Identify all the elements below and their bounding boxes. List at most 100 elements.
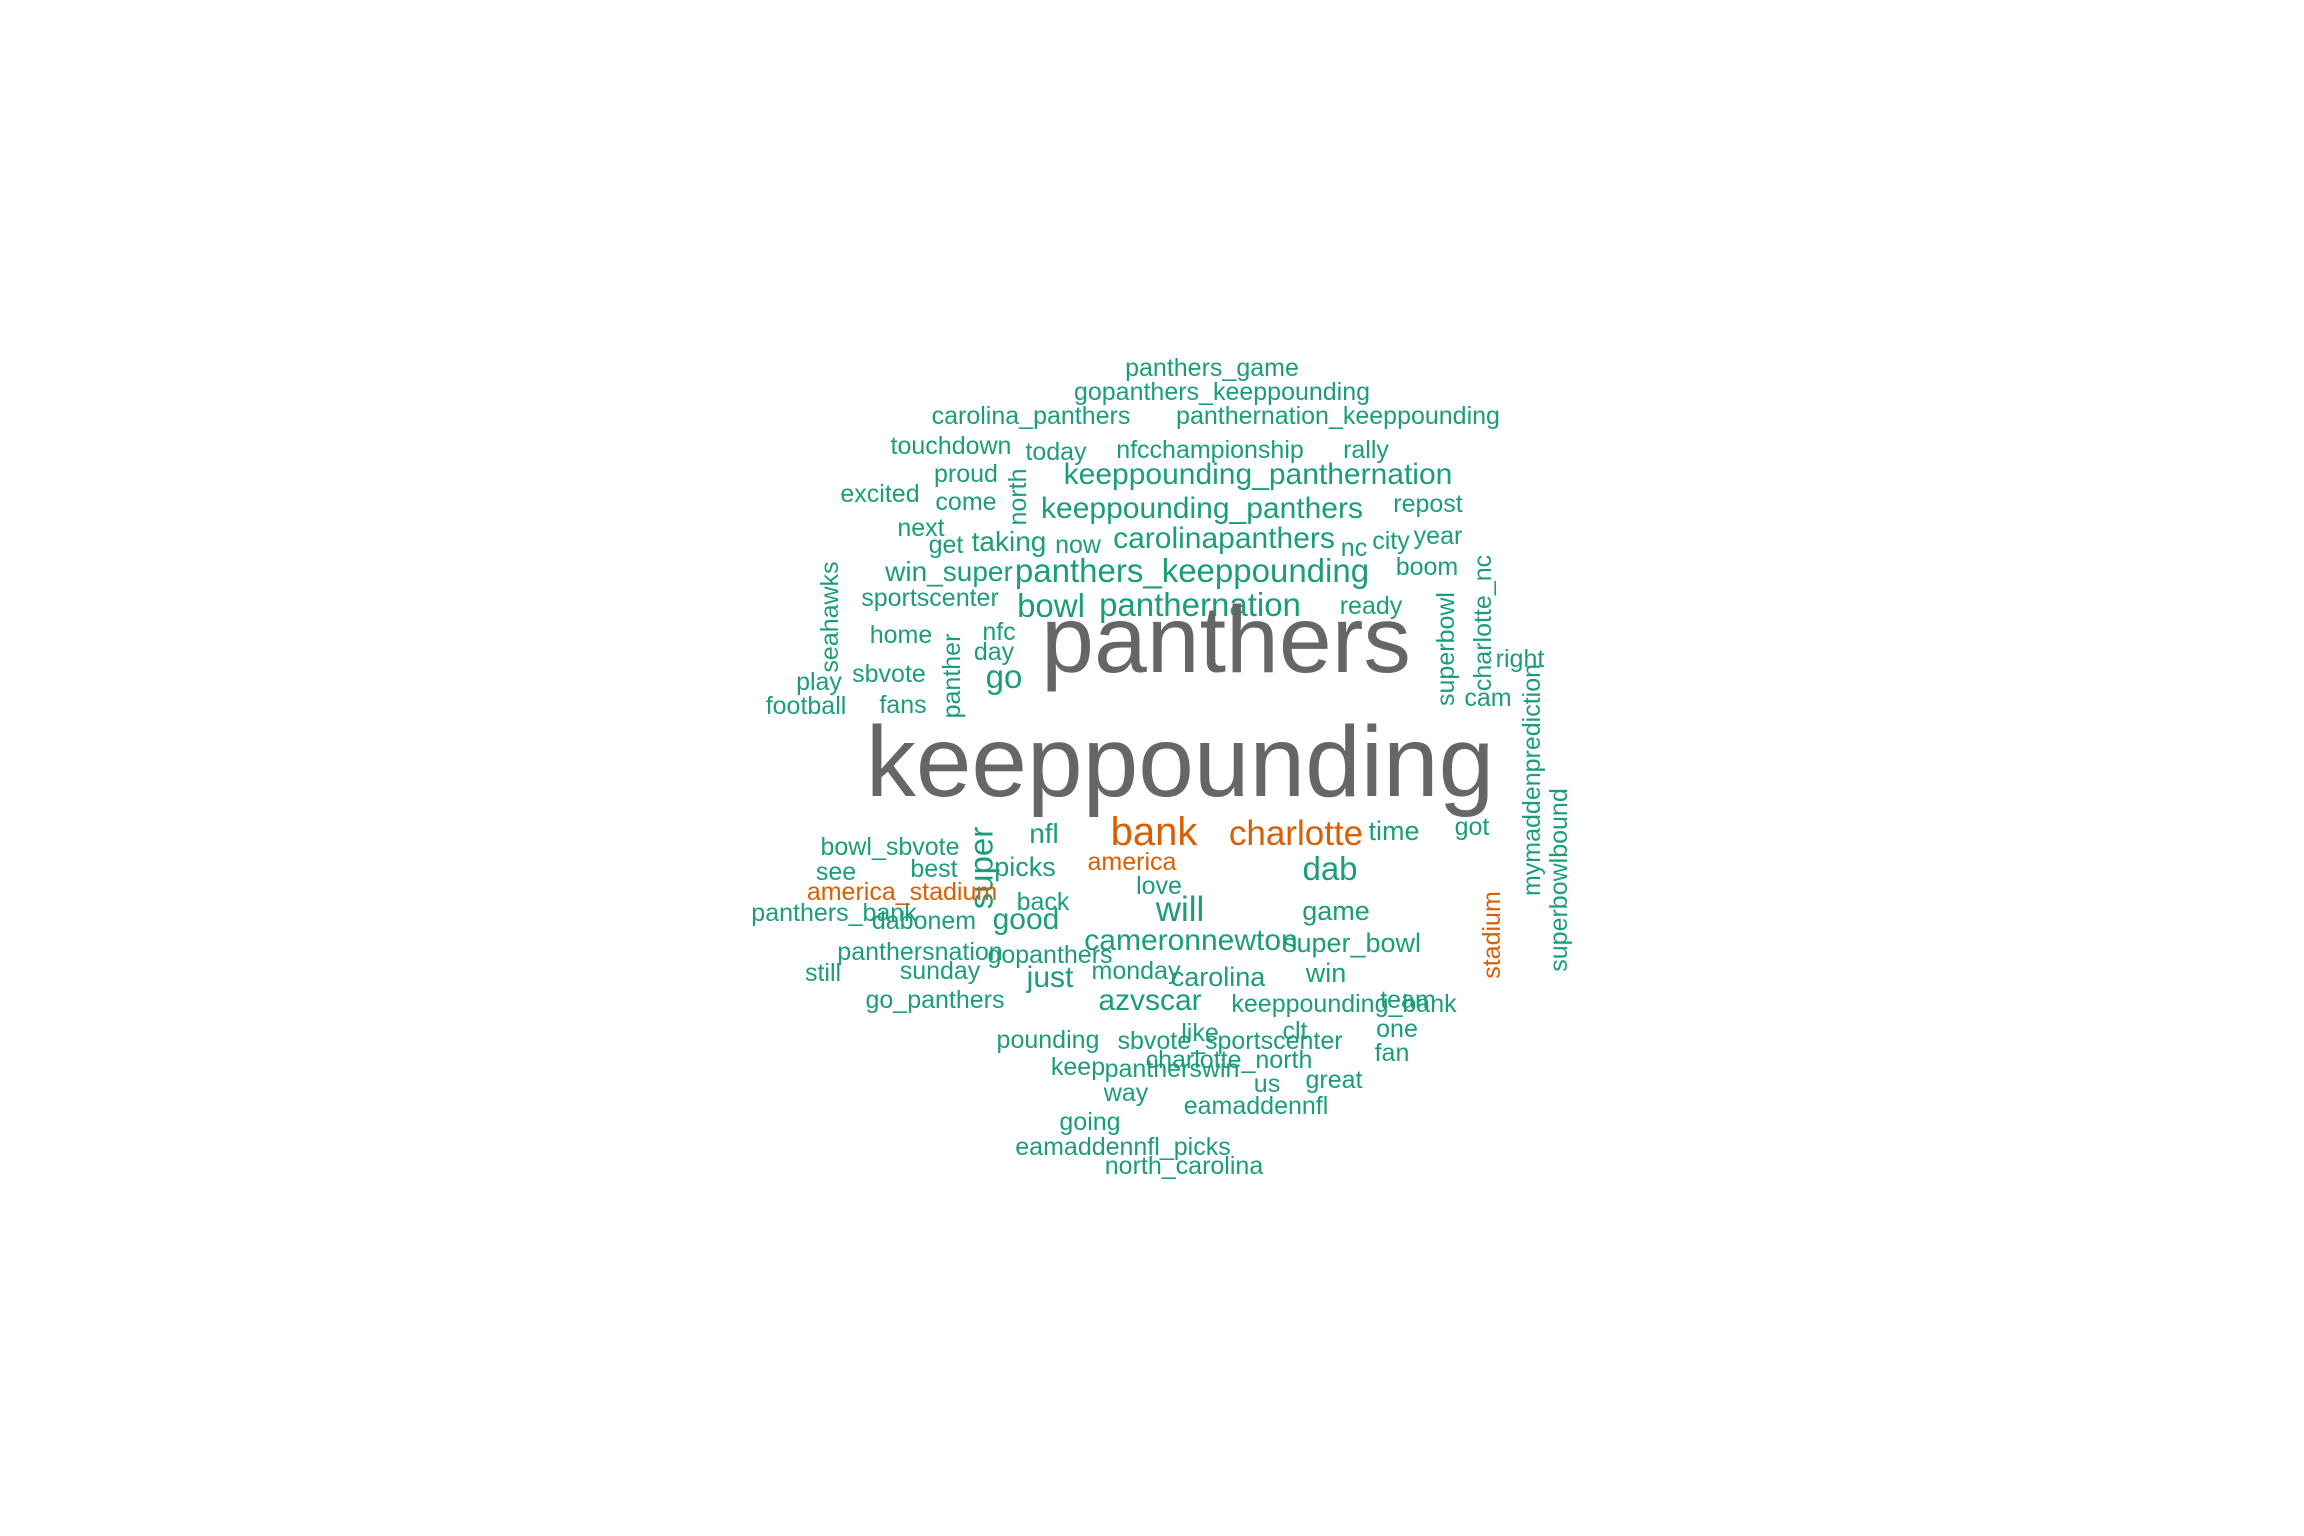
word-seahawks: seahawks bbox=[816, 561, 844, 672]
word-north-carolina: north_carolina bbox=[1105, 1152, 1264, 1180]
word-dab: dab bbox=[1302, 850, 1357, 887]
word-north: north bbox=[1004, 469, 1032, 526]
word-come: come bbox=[935, 488, 996, 516]
word-carolina: carolina bbox=[1171, 962, 1267, 992]
word-win-super: win_super bbox=[884, 556, 1013, 587]
word-going: going bbox=[1059, 1108, 1120, 1136]
word-like: like bbox=[1181, 1019, 1219, 1047]
word-eamaddennfl: eamaddennfl bbox=[1184, 1092, 1329, 1120]
word-charlotte-north: charlotte_north bbox=[1146, 1046, 1313, 1074]
word-panthers-keeppounding: panthers_keeppounding bbox=[1015, 552, 1369, 589]
word-game: game bbox=[1302, 896, 1370, 926]
word-carolina-panthers: carolina_panthers bbox=[932, 402, 1131, 430]
word-pantherswin: pantherswin bbox=[1105, 1055, 1240, 1083]
word-day: day bbox=[974, 638, 1015, 666]
word-azvscar: azvscar bbox=[1098, 984, 1201, 1017]
word-will: will bbox=[1155, 890, 1205, 929]
word-keeppounding-panthernation: keeppounding_panthernation bbox=[1064, 458, 1453, 491]
word-bowl: bowl bbox=[1017, 587, 1085, 624]
word-eamaddennfl-picks: eamaddennfl_picks bbox=[1015, 1133, 1230, 1161]
word-stadium: stadium bbox=[1478, 891, 1506, 979]
word-gopanthers: gopanthers bbox=[987, 941, 1112, 969]
word-superbowl: superbowl bbox=[1432, 592, 1460, 706]
word-nfc: nfc bbox=[982, 618, 1015, 646]
word-super-bowl: super_bowl bbox=[1283, 928, 1421, 958]
word-see: see bbox=[816, 858, 856, 886]
word-one: one bbox=[1376, 1015, 1418, 1043]
word-taking: taking bbox=[972, 526, 1047, 557]
word-get: get bbox=[929, 531, 964, 559]
word-fans: fans bbox=[879, 691, 926, 719]
word-panthers-bank: panthers_bank bbox=[751, 899, 917, 927]
word-today: today bbox=[1025, 438, 1087, 466]
word-best: best bbox=[910, 855, 957, 883]
word-time: time bbox=[1368, 816, 1419, 846]
word-monday: monday bbox=[1092, 957, 1181, 985]
word-proud: proud bbox=[934, 460, 998, 488]
word-america-stadium: america_stadium bbox=[807, 878, 997, 906]
word-bowl-sbvote: bowl_sbvote bbox=[821, 833, 960, 861]
word-panther: panther bbox=[938, 634, 966, 719]
word-next: next bbox=[897, 514, 944, 542]
word-panthernation: panthernation bbox=[1099, 586, 1301, 623]
word-team: team bbox=[1380, 986, 1436, 1014]
word-go-panthers: go_panthers bbox=[865, 986, 1004, 1014]
word-keeppounding-panthers: keeppounding_panthers bbox=[1041, 492, 1363, 525]
word-touchdown: touchdown bbox=[891, 432, 1012, 460]
word-nc: nc bbox=[1341, 534, 1367, 562]
word-mymaddenprediction: mymaddenprediction bbox=[1518, 664, 1546, 896]
word-football: football bbox=[766, 692, 847, 720]
word-now: now bbox=[1055, 531, 1102, 559]
word-sunday: sunday bbox=[900, 957, 981, 985]
word-go: go bbox=[986, 658, 1023, 695]
word-got: got bbox=[1455, 813, 1490, 841]
word-boom: boom bbox=[1396, 553, 1459, 581]
word-rally: rally bbox=[1343, 436, 1389, 464]
word-superbowlbound: superbowlbound bbox=[1545, 788, 1573, 971]
word-panthers-game: panthers_game bbox=[1125, 354, 1299, 382]
word-fan: fan bbox=[1375, 1039, 1410, 1067]
word-dabonem: dabonem bbox=[872, 907, 976, 935]
word-keeppounding-bank: keeppounding_bank bbox=[1231, 990, 1457, 1018]
word-keep: keep bbox=[1051, 1053, 1105, 1081]
word-play: play bbox=[796, 668, 842, 696]
word-gopanthers-keeppounding: gopanthers_keeppounding bbox=[1074, 378, 1370, 406]
word-back: back bbox=[1017, 888, 1070, 916]
word-panthers: panthers bbox=[1041, 587, 1411, 693]
word-picks: picks bbox=[994, 852, 1056, 882]
word-charlotte: charlotte bbox=[1229, 814, 1363, 853]
word-bank: bank bbox=[1111, 810, 1199, 854]
word-cameronnewton: cameronnewton bbox=[1084, 924, 1297, 957]
word-panthernation-keeppounding: panthernation_keeppounding bbox=[1176, 402, 1500, 430]
word-city: city bbox=[1372, 527, 1410, 555]
word-good: good bbox=[993, 903, 1060, 936]
word-repost: repost bbox=[1393, 490, 1463, 518]
word-us: us bbox=[1254, 1070, 1280, 1098]
word-home: home bbox=[870, 621, 933, 649]
word-nfl: nfl bbox=[1029, 818, 1059, 849]
word-sportscenter: sportscenter bbox=[861, 584, 999, 612]
word-nfcchampionship: nfcchampionship bbox=[1116, 436, 1304, 464]
word-sbvote: sbvote bbox=[852, 660, 926, 688]
word-cam: cam bbox=[1464, 684, 1511, 712]
word-great: great bbox=[1306, 1066, 1363, 1094]
word-right: right bbox=[1496, 645, 1545, 673]
word-charlotte-nc: charlotte_nc bbox=[1469, 555, 1497, 691]
word-ready: ready bbox=[1340, 592, 1403, 620]
word-still: still bbox=[805, 959, 841, 987]
word-love: love bbox=[1136, 872, 1182, 900]
word-excited: excited bbox=[840, 480, 919, 508]
word-pounding: pounding bbox=[997, 1026, 1100, 1054]
word-keeppounding: keeppounding bbox=[866, 706, 1494, 818]
word-carolinapanthers: carolinapanthers bbox=[1113, 522, 1335, 555]
word-panthersnation: panthersnation bbox=[837, 938, 1002, 966]
word-win: win bbox=[1305, 958, 1347, 988]
word-super: super bbox=[963, 827, 1000, 910]
word-america: america bbox=[1088, 848, 1177, 876]
word-way: way bbox=[1103, 1079, 1149, 1107]
word-sbvote-sportscenter: sbvote_sportscenter bbox=[1117, 1027, 1342, 1055]
word-just: just bbox=[1026, 961, 1074, 994]
word-clt: clt bbox=[1283, 1017, 1308, 1045]
word-year: year bbox=[1414, 522, 1463, 550]
